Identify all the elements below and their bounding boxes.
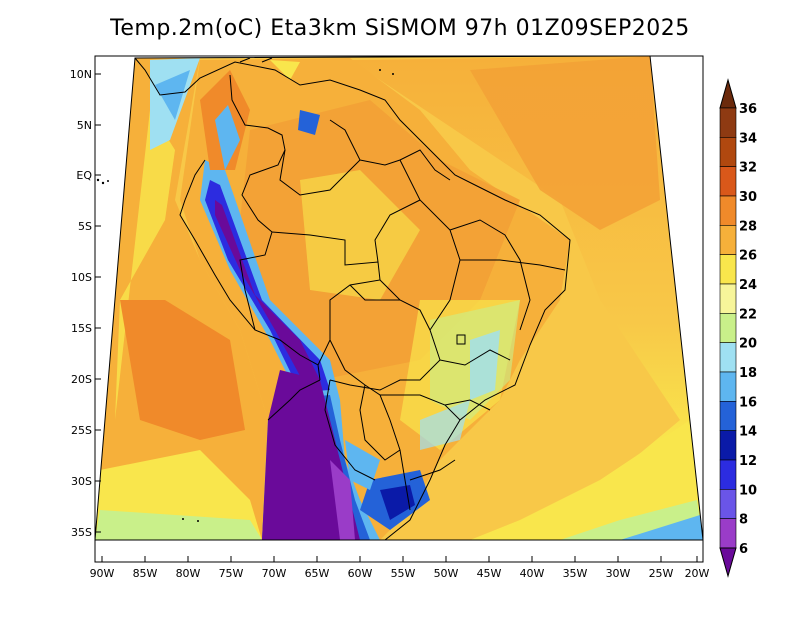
colorbar-swatch bbox=[719, 283, 737, 314]
colorbar-swatch bbox=[719, 489, 737, 519]
lon-label: 80W bbox=[176, 567, 201, 580]
lat-label: 5S bbox=[78, 220, 92, 233]
axis-box bbox=[94, 55, 704, 563]
lon-label: 60W bbox=[348, 567, 373, 580]
colorbar: 36 34 32 30 28 26 24 22 20 18 16 14 12 10 8 6 bbox=[719, 78, 757, 578]
colorbar-label: 24 bbox=[739, 278, 757, 293]
colorbar-label: 26 bbox=[739, 249, 757, 264]
colorbar-swatch bbox=[719, 371, 737, 402]
lon-label: 50W bbox=[434, 567, 459, 580]
lon-ticks bbox=[101, 556, 698, 562]
lon-label: 30W bbox=[606, 567, 631, 580]
colorbar-label: 14 bbox=[739, 425, 757, 440]
colorbar-label: 6 bbox=[739, 542, 748, 557]
lat-label: 5N bbox=[77, 119, 92, 132]
colorbar-label: 20 bbox=[739, 337, 757, 352]
colorbar-label: 16 bbox=[739, 395, 757, 410]
lon-label: 40W bbox=[520, 567, 545, 580]
lon-label: 55W bbox=[391, 567, 416, 580]
lat-label: 25S bbox=[71, 424, 92, 437]
colorbar-swatch bbox=[719, 401, 737, 431]
colorbar-label: 34 bbox=[739, 131, 757, 146]
colorbar-swatch bbox=[719, 459, 737, 490]
colorbar-label: 32 bbox=[739, 161, 757, 176]
colorbar-min-arrow bbox=[719, 547, 737, 578]
lon-label: 90W bbox=[90, 567, 115, 580]
colorbar-swatch bbox=[719, 195, 737, 226]
colorbar-label: 22 bbox=[739, 307, 757, 322]
lon-label: 35W bbox=[563, 567, 588, 580]
lat-label: 15S bbox=[71, 322, 92, 335]
lon-label: 45W bbox=[477, 567, 502, 580]
lon-label: 20W bbox=[685, 567, 710, 580]
colorbar-label: 18 bbox=[739, 366, 757, 381]
colorbar-swatch bbox=[719, 166, 737, 197]
colorbar-swatch bbox=[719, 254, 737, 285]
lat-label: 20S bbox=[71, 373, 92, 386]
colorbar-label: 36 bbox=[739, 102, 757, 117]
lat-label: 35S bbox=[71, 526, 92, 539]
lon-label: 25W bbox=[649, 567, 674, 580]
lon-label: 85W bbox=[133, 567, 158, 580]
country-borders bbox=[134, 57, 571, 541]
map-title: Temp.2m(oC) Eta3km SiSMOM 97h 01Z09SEP20… bbox=[110, 16, 690, 41]
lat-labels: 10N 5N EQ 5S 10S 15S 20S 25S 30S 35S bbox=[70, 68, 93, 539]
colorbar-label: 12 bbox=[739, 454, 757, 469]
colorbar-swatch bbox=[719, 107, 737, 138]
lat-ticks bbox=[95, 73, 101, 533]
lon-label: 70W bbox=[262, 567, 287, 580]
lon-label: 75W bbox=[219, 567, 244, 580]
lon-label: 65W bbox=[305, 567, 330, 580]
colorbar-swatch bbox=[719, 342, 737, 373]
colorbar-swatch bbox=[719, 225, 737, 255]
islands bbox=[96, 69, 394, 522]
colorbar-label: 10 bbox=[739, 483, 757, 498]
lat-label: 10S bbox=[71, 271, 92, 284]
lat-label: 10N bbox=[70, 68, 92, 81]
colorbar-label: 28 bbox=[739, 219, 757, 234]
lon-labels: 90W 85W 80W 75W 70W 65W 60W 55W 50W 45W … bbox=[90, 567, 710, 580]
lat-label: 30S bbox=[71, 475, 92, 488]
colorbar-swatch bbox=[719, 430, 737, 461]
colorbar-label: 30 bbox=[739, 190, 757, 205]
colorbar-swatch bbox=[719, 518, 737, 549]
colorbar-swatch bbox=[719, 137, 737, 167]
lat-label: EQ bbox=[76, 169, 92, 182]
colorbar-max-arrow bbox=[719, 78, 737, 109]
colorbar-label: 8 bbox=[739, 513, 748, 528]
colorbar-swatch bbox=[719, 313, 737, 343]
